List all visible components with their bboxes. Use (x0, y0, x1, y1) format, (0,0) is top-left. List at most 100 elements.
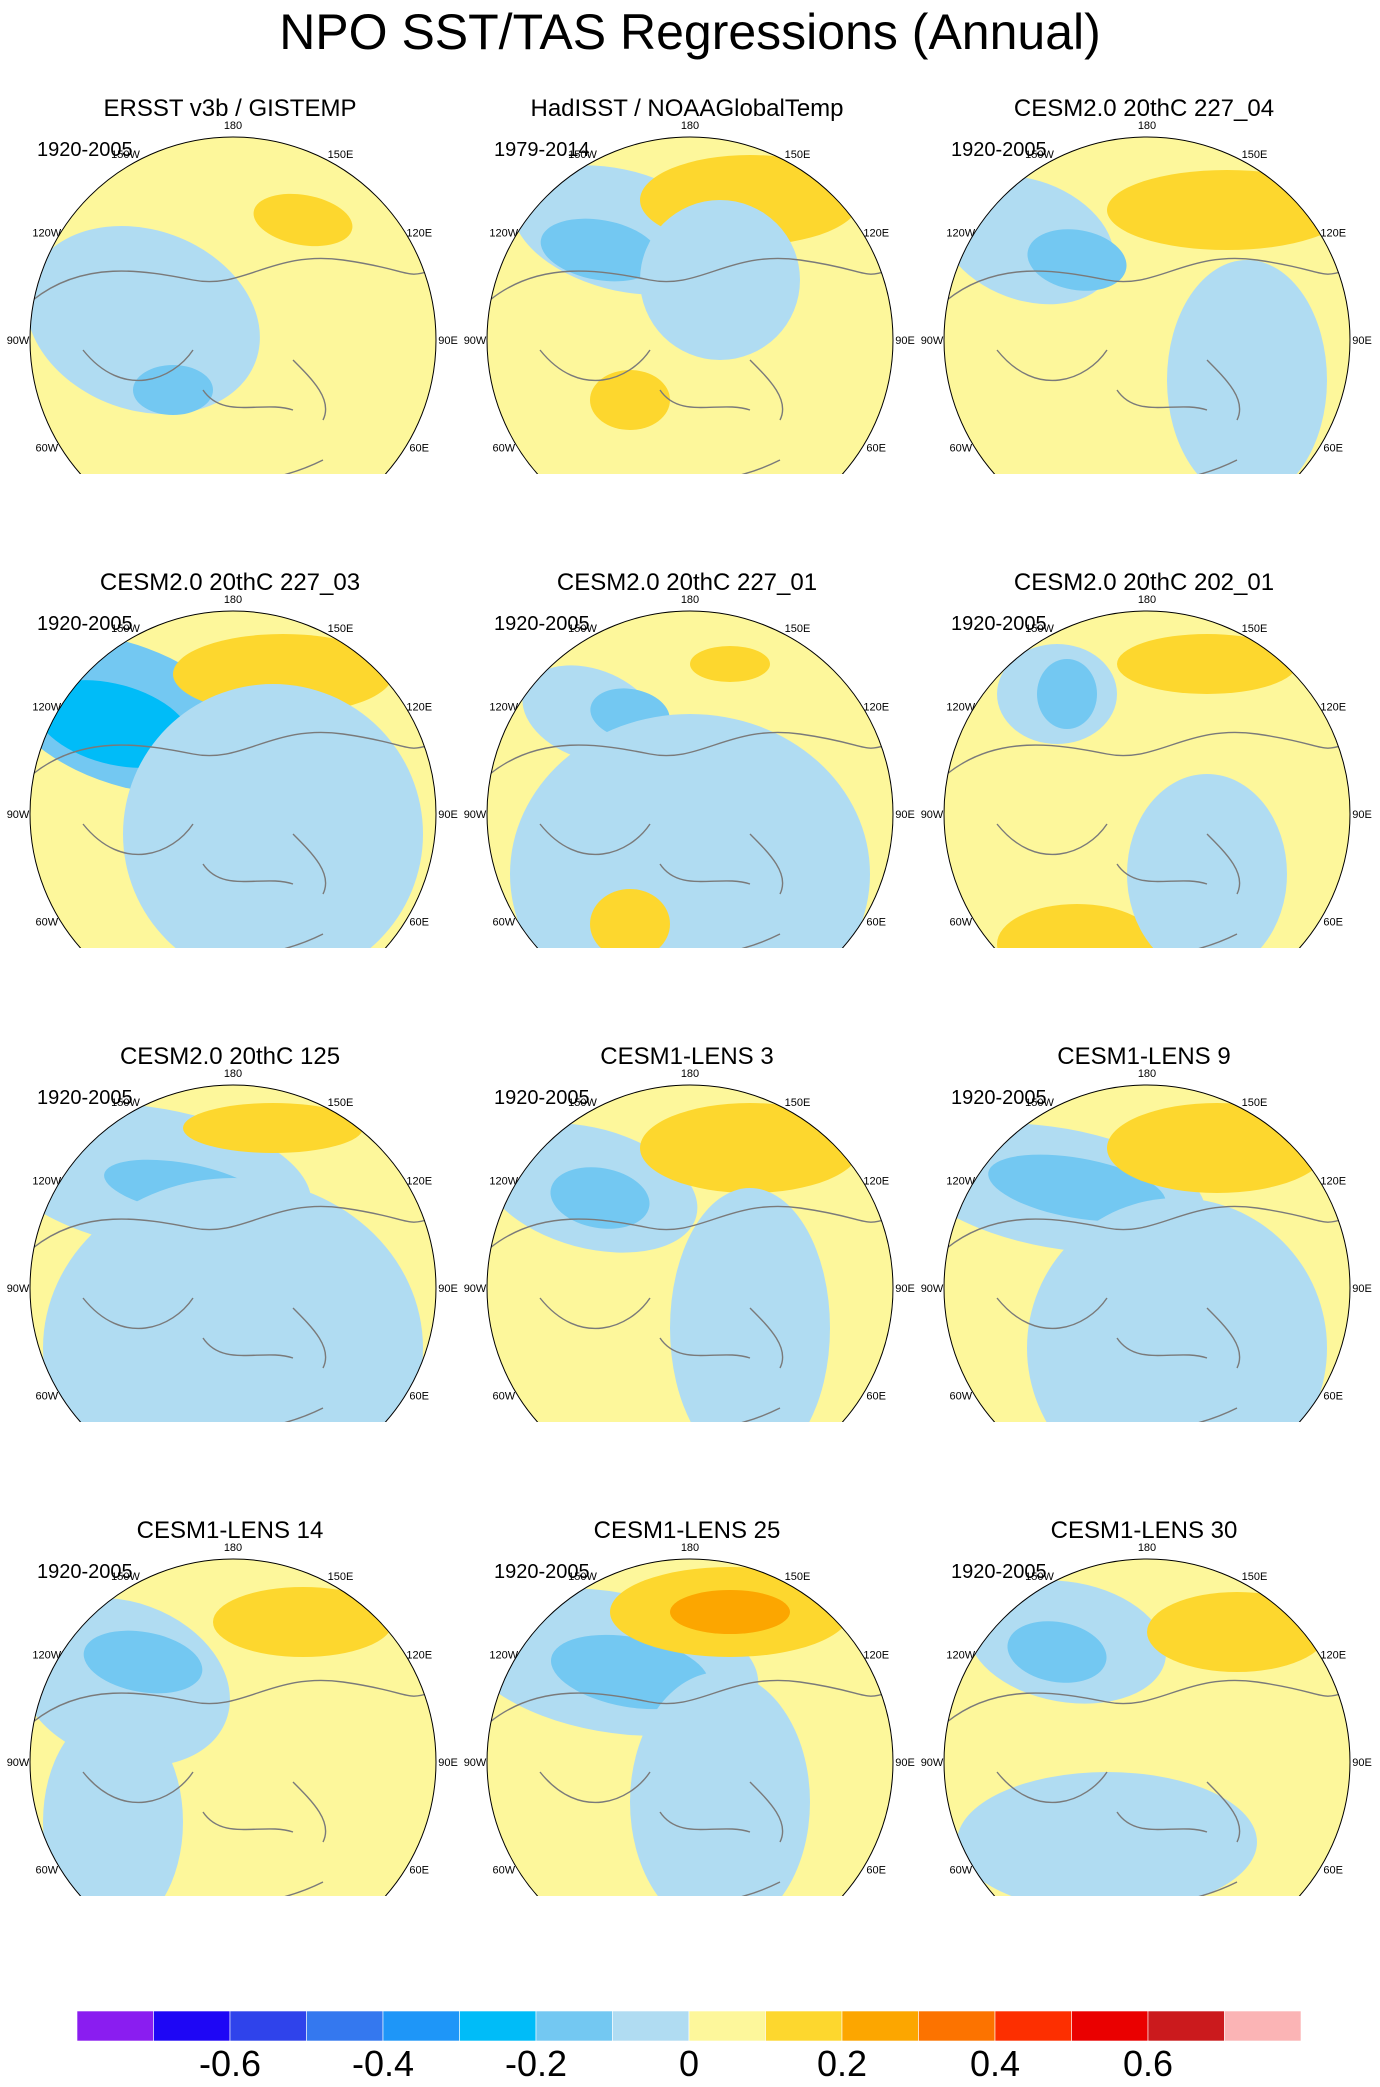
longitude-label: 150E (1242, 149, 1268, 161)
longitude-label: 60W (492, 1391, 515, 1403)
coastline (32, 1679, 434, 1896)
longitude-label: 60W (35, 1391, 58, 1403)
anomaly-region (590, 370, 670, 430)
period-label: 1920-2005 (951, 139, 1047, 161)
longitude-label: 120E (406, 702, 432, 714)
longitude-label: 60E (1323, 1865, 1343, 1877)
anomaly-region (550, 1634, 710, 1710)
longitude-label: 150E (328, 1571, 354, 1583)
anomaly-region (988, 1154, 1166, 1222)
anomaly-region (133, 365, 213, 415)
colorbar-label: 0.4 (970, 2043, 1020, 2084)
panel-title: CESM1-LENS 30 (1050, 1517, 1238, 1544)
longitude-label: 150W (111, 1571, 140, 1583)
longitude-label: 120E (1320, 702, 1346, 714)
panel-title: CESM2.0 20thC 227_01 (556, 569, 818, 596)
longitude-label: 120E (406, 228, 432, 240)
longitude-label: 150E (785, 149, 811, 161)
longitude-label: 60W (949, 443, 972, 455)
map-border (943, 610, 1351, 948)
longitude-label: 90W (921, 809, 944, 821)
polar-map: 180150E120E90E60E30E030W60W90W120W150W (7, 594, 458, 948)
polar-map: 180150E120E90E60E30E030W60W90W120W150W (464, 594, 915, 948)
longitude-label: 120E (406, 1176, 432, 1188)
coastline (32, 731, 434, 948)
colorbar-swatch (918, 2010, 996, 2042)
longitude-label: 180 (224, 1542, 242, 1554)
longitude-label: 180 (681, 1542, 699, 1554)
longitude-label: 120W (489, 1650, 518, 1662)
anomaly-region (1117, 634, 1297, 694)
longitude-label: 60E (866, 1865, 886, 1877)
anomaly-region (997, 904, 1157, 948)
polar-map: 180150E120E90E60E30E030W60W90W120W150W (464, 120, 915, 474)
anomaly-region (1037, 659, 1097, 729)
map-panel: 180150E120E90E60E30E030W60W90W120W150WCE… (0, 474, 460, 948)
period-label: 1920-2005 (951, 1087, 1047, 1109)
panel-title: CESM1-LENS 25 (593, 1517, 781, 1544)
longitude-label: 120E (1320, 1176, 1346, 1188)
polar-map: 180150E120E90E60E30E030W60W90W120W150W (921, 1068, 1372, 1422)
map-border (29, 1558, 437, 1896)
colorbar-label: -0.2 (505, 2043, 567, 2084)
longitude-label: 120W (946, 1650, 975, 1662)
panel-title: CESM1-LENS 14 (136, 1517, 324, 1544)
longitude-label: 90W (464, 335, 487, 347)
anomaly-region (510, 714, 870, 948)
longitude-label: 90W (921, 335, 944, 347)
longitude-label: 90E (895, 1757, 915, 1769)
longitude-label: 60E (1323, 917, 1343, 929)
map-border (943, 136, 1351, 474)
longitude-label: 90E (438, 809, 458, 821)
longitude-label: 180 (681, 1068, 699, 1080)
colorbar-swatch (1071, 2010, 1149, 2042)
longitude-label: 180 (1138, 1542, 1156, 1554)
longitude-label: 90W (921, 1283, 944, 1295)
period-label: 1920-2005 (37, 1087, 133, 1109)
longitude-label: 120W (32, 1650, 61, 1662)
panel-title: HadISST / NOAAGlobalTemp (530, 95, 844, 122)
anomaly-region (1147, 1592, 1327, 1672)
map-panel: 180150E120E90E60E30E030W60W90W120W150WHa… (457, 0, 917, 474)
map-panel: 180150E120E90E60E30E030W60W90W120W150WCE… (914, 948, 1374, 1422)
longitude-label: 150W (1025, 1571, 1054, 1583)
map-border (943, 1084, 1351, 1422)
anomaly-region (630, 1672, 810, 1896)
colorbar-swatch (229, 2010, 307, 2042)
anomaly-region (43, 1178, 423, 1422)
colorbar-swatch (688, 2010, 766, 2042)
colorbar-label: 0 (679, 2043, 699, 2084)
period-label: 1920-2005 (494, 1087, 590, 1109)
anomaly-region (670, 1188, 830, 1422)
map-panel: 180150E120E90E60E30E030W60W90W120W150WCE… (914, 1422, 1374, 1896)
longitude-label: 150E (1242, 623, 1268, 635)
longitude-label: 150E (328, 149, 354, 161)
coastline (946, 1205, 1348, 1422)
longitude-label: 90E (895, 809, 915, 821)
anomaly-region (1027, 1198, 1327, 1422)
anomaly-region (640, 1103, 860, 1193)
panel-title: CESM2.0 20thC 227_04 (1013, 95, 1275, 122)
map-border (29, 1084, 437, 1422)
longitude-label: 60W (35, 443, 58, 455)
longitude-label: 90W (464, 1283, 487, 1295)
colorbar-swatch (153, 2010, 231, 2042)
longitude-label: 180 (681, 120, 699, 132)
coastline (489, 257, 891, 474)
longitude-label: 120W (489, 702, 518, 714)
longitude-label: 150E (1242, 1097, 1268, 1109)
longitude-label: 90W (7, 809, 30, 821)
panel-title: CESM1-LENS 9 (1057, 1043, 1231, 1070)
period-label: 1920-2005 (951, 1561, 1047, 1583)
anomaly-region (1027, 229, 1127, 291)
longitude-label: 90E (895, 1283, 915, 1295)
longitude-label: 120W (946, 1176, 975, 1188)
longitude-label: 60W (949, 917, 972, 929)
longitude-label: 60W (492, 1865, 515, 1877)
longitude-label: 90W (464, 809, 487, 821)
longitude-label: 150E (328, 623, 354, 635)
longitude-label: 150W (1025, 1097, 1054, 1109)
polar-map: 180150E120E90E60E30E030W60W90W120W150W (7, 120, 458, 474)
longitude-label: 150W (1025, 149, 1054, 161)
